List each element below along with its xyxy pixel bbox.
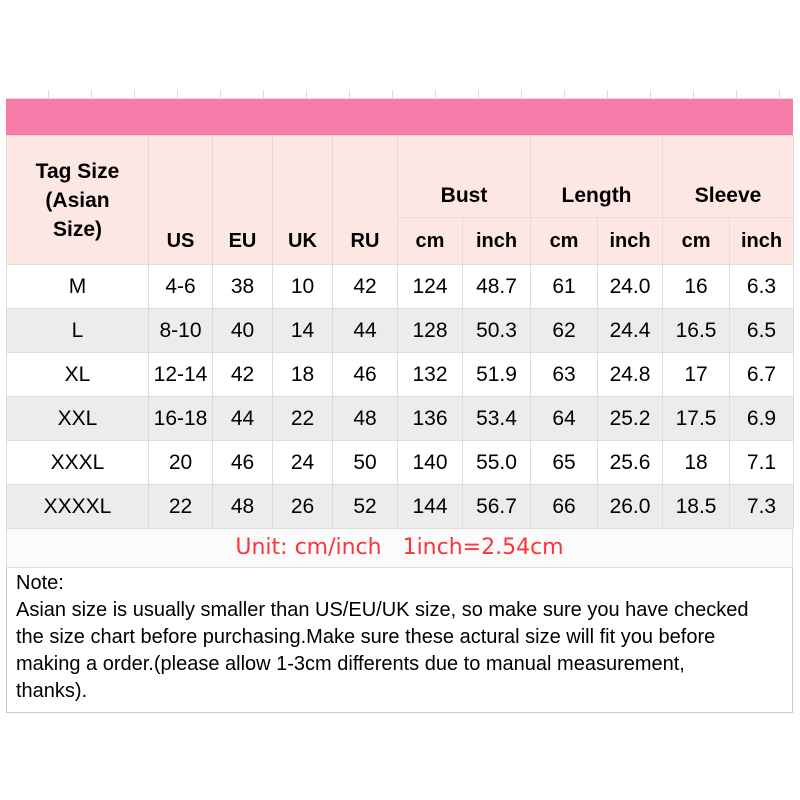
cropped-grid-row — [6, 90, 793, 99]
cell-length-cm: 61 — [530, 264, 599, 309]
header-sleeve: Sleeve — [662, 135, 795, 218]
cell-length-inch: 24.4 — [597, 308, 664, 353]
cell-length-cm: 65 — [530, 440, 599, 485]
cell-size: XXXXL — [6, 484, 149, 529]
header-eu: EU — [212, 135, 273, 265]
cell-uk: 24 — [272, 440, 333, 485]
cell-ru: 52 — [332, 484, 398, 529]
cell-sleeve-cm: 17 — [662, 352, 731, 397]
cell-eu: 46 — [212, 440, 273, 485]
cell-size: M — [6, 264, 149, 309]
header-bust-cm: cm — [397, 217, 463, 265]
cell-bust-inch: 56.7 — [461, 484, 532, 529]
cell-eu: 44 — [212, 396, 273, 441]
cell-bust-cm: 140 — [397, 440, 463, 485]
cell-ru: 50 — [332, 440, 398, 485]
unit-note: Unit: cm/inch 1inch=2.54cm — [6, 529, 793, 568]
cell-bust-cm: 144 — [397, 484, 463, 529]
cell-sleeve-inch: 6.5 — [729, 308, 795, 353]
cell-ru: 42 — [332, 264, 398, 309]
cell-bust-inch: 53.4 — [461, 396, 532, 441]
cell-uk: 10 — [272, 264, 333, 309]
size-chart-page: Size INFO / Размер / Tamaño Tag Size (As… — [6, 90, 795, 713]
size-table: Tag Size (Asian Size) US EU UK RU Bust L… — [6, 135, 795, 529]
cell-size: XL — [6, 352, 149, 397]
cell-size: XXL — [6, 396, 149, 441]
cell-sleeve-cm: 18.5 — [662, 484, 731, 529]
table-row-xl: XL 12-14 42 18 46 132 51.9 63 24.8 17 6.… — [6, 352, 795, 397]
cell-eu: 40 — [212, 308, 273, 353]
table-row-xxxl: XXXL 20 46 24 50 140 55.0 65 25.6 18 7.1 — [6, 440, 795, 485]
header-ru: RU — [332, 135, 398, 265]
cell-sleeve-cm: 16.5 — [662, 308, 731, 353]
cell-sleeve-cm: 16 — [662, 264, 731, 309]
cell-us: 8-10 — [148, 308, 213, 353]
cell-size: L — [6, 308, 149, 353]
cell-size: XXXL — [6, 440, 149, 485]
cell-length-cm: 64 — [530, 396, 599, 441]
cell-length-inch: 24.8 — [597, 352, 664, 397]
cell-ru: 48 — [332, 396, 398, 441]
cell-length-inch: 25.2 — [597, 396, 664, 441]
table-row-xxxxl: XXXXL 22 48 26 52 144 56.7 66 26.0 18.5 … — [6, 484, 795, 529]
cell-length-cm: 62 — [530, 308, 599, 353]
cell-sleeve-inch: 7.3 — [729, 484, 795, 529]
header-length: Length — [530, 135, 664, 218]
cell-uk: 18 — [272, 352, 333, 397]
cell-sleeve-inch: 7.1 — [729, 440, 795, 485]
cell-length-cm: 63 — [530, 352, 599, 397]
cell-sleeve-cm: 18 — [662, 440, 731, 485]
header-bust-inch: inch — [461, 217, 532, 265]
cell-bust-inch: 50.3 — [461, 308, 532, 353]
cell-uk: 22 — [272, 396, 333, 441]
cell-uk: 14 — [272, 308, 333, 353]
cell-eu: 48 — [212, 484, 273, 529]
note-section: Note: Asian size is usually smaller than… — [6, 568, 793, 713]
note-label: Note: — [16, 572, 64, 594]
cell-us: 22 — [148, 484, 213, 529]
header-length-inch: inch — [597, 217, 664, 265]
cell-uk: 26 — [272, 484, 333, 529]
cell-sleeve-cm: 17.5 — [662, 396, 731, 441]
cell-ru: 46 — [332, 352, 398, 397]
cell-sleeve-inch: 6.9 — [729, 396, 795, 441]
table-row-xxl: XXL 16-18 44 22 48 136 53.4 64 25.2 17.5… — [6, 396, 795, 441]
cell-length-inch: 24.0 — [597, 264, 664, 309]
cell-sleeve-inch: 6.3 — [729, 264, 795, 309]
cell-length-inch: 26.0 — [597, 484, 664, 529]
cell-us: 20 — [148, 440, 213, 485]
cell-bust-inch: 55.0 — [461, 440, 532, 485]
cell-length-cm: 66 — [530, 484, 599, 529]
note-body: Asian size is usually smaller than US/EU… — [16, 599, 749, 702]
header-sleeve-inch: inch — [729, 217, 795, 265]
cell-eu: 38 — [212, 264, 273, 309]
cell-bust-cm: 124 — [397, 264, 463, 309]
cell-sleeve-inch: 6.7 — [729, 352, 795, 397]
header-us: US — [148, 135, 213, 265]
cell-bust-inch: 48.7 — [461, 264, 532, 309]
cell-length-inch: 25.6 — [597, 440, 664, 485]
cell-bust-inch: 51.9 — [461, 352, 532, 397]
table-row-m: M 4-6 38 10 42 124 48.7 61 24.0 16 6.3 — [6, 264, 795, 309]
cell-us: 12-14 — [148, 352, 213, 397]
cell-bust-cm: 132 — [397, 352, 463, 397]
cell-us: 16-18 — [148, 396, 213, 441]
header-uk: UK — [272, 135, 333, 265]
cell-bust-cm: 128 — [397, 308, 463, 353]
cell-bust-cm: 136 — [397, 396, 463, 441]
cell-us: 4-6 — [148, 264, 213, 309]
table-row-l: L 8-10 40 14 44 128 50.3 62 24.4 16.5 6.… — [6, 308, 795, 353]
size-info-banner: Size INFO / Размер / Tamaño — [6, 99, 793, 135]
header-sleeve-cm: cm — [662, 217, 731, 265]
cell-eu: 42 — [212, 352, 273, 397]
cell-ru: 44 — [332, 308, 398, 353]
header-bust: Bust — [396, 135, 532, 218]
header-tag-size: Tag Size (Asian Size) — [6, 135, 149, 265]
header-length-cm: cm — [530, 217, 599, 265]
